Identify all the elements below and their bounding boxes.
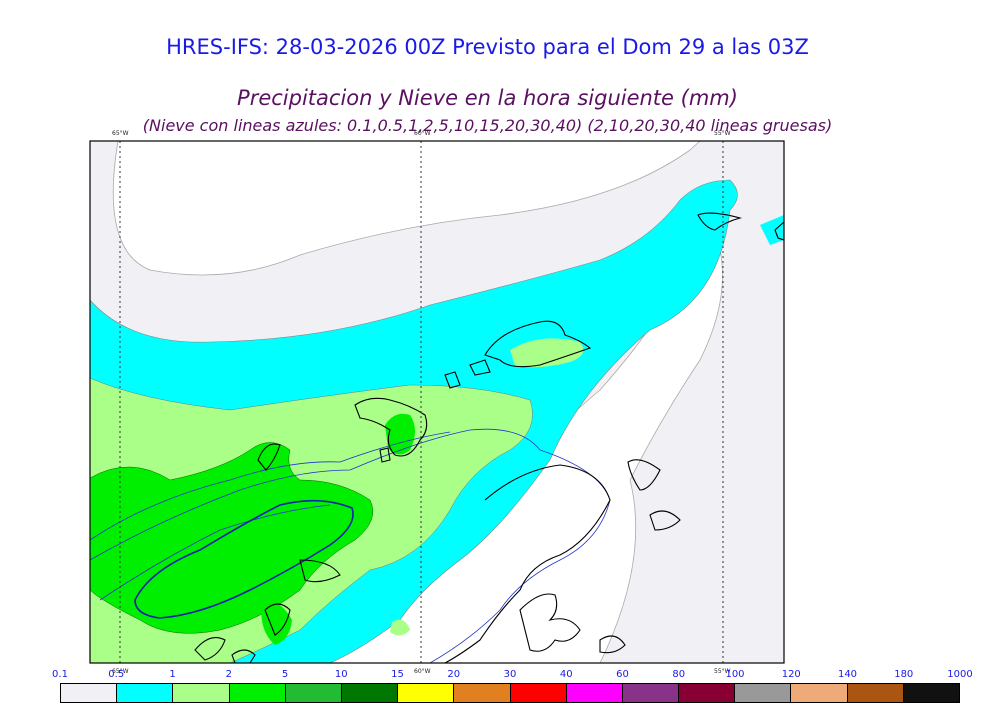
- colorbar-segment: [622, 684, 680, 702]
- colorbar: [60, 683, 960, 703]
- colorbar-segment: [285, 684, 342, 702]
- colorbar-segment: [341, 684, 399, 702]
- map-frame: [89, 140, 785, 664]
- coastline-icon: [194, 212, 784, 663]
- colorbar-label: 2: [225, 669, 232, 680]
- map-note: (Nieve con lineas azules: 0.1,0.5,1,2,5,…: [142, 116, 833, 135]
- colorbar-segment: [117, 684, 174, 702]
- colorbar-label: 15: [391, 669, 404, 680]
- colorbar-segment: [510, 684, 567, 702]
- map-subtitle: Precipitacion y Nieve en la hora siguien…: [237, 86, 738, 110]
- colorbar-label: 10: [334, 669, 348, 680]
- colorbar-segment: [903, 684, 959, 702]
- lon-label-top-55w: 55°W: [714, 130, 731, 137]
- lon-label-bottom-65w: 65°W: [112, 668, 129, 675]
- colorbar-label: 140: [837, 669, 858, 680]
- snow-contour-thick: [134, 499, 354, 619]
- colorbar-label: 5: [281, 669, 289, 680]
- colorbar-segment: [791, 684, 848, 702]
- precip-band-2: [90, 442, 374, 634]
- colorbar-label: 1000: [947, 669, 973, 680]
- lon-label-bottom-55w: 55°W: [714, 668, 731, 675]
- colorbar-segment: [679, 684, 736, 702]
- lon-label-bottom-60w: 60°W: [414, 668, 431, 675]
- colorbar-segment: [398, 684, 455, 702]
- map-title: HRES-IFS: 28-03-2026 00Z Previsto para e…: [166, 35, 809, 59]
- colorbar-label: 60: [616, 669, 629, 680]
- colorbar-label: 100: [725, 669, 745, 680]
- colorbar-label: 30: [503, 669, 517, 680]
- colorbar-label: 120: [781, 669, 801, 680]
- colorbar-label: 20: [447, 669, 461, 680]
- lon-label-top-60w: 60°W: [414, 130, 431, 137]
- colorbar-label: 0.1: [52, 669, 68, 680]
- colorbar-label: 0.5: [108, 669, 125, 680]
- colorbar-label: 40: [559, 669, 573, 680]
- colorbar-segment: [735, 684, 792, 702]
- colorbar-label: 180: [894, 669, 914, 680]
- colorbar-segment: [229, 684, 286, 702]
- colorbar-segment: [173, 684, 230, 702]
- colorbar-segment: [566, 684, 623, 702]
- lon-label-top-65w: 65°W: [112, 130, 129, 137]
- colorbar-label: 80: [672, 669, 686, 680]
- colorbar-segment: [61, 684, 118, 702]
- colorbar-label: 1: [169, 669, 176, 680]
- colorbar-segment: [847, 684, 904, 702]
- colorbar-segment: [454, 684, 511, 702]
